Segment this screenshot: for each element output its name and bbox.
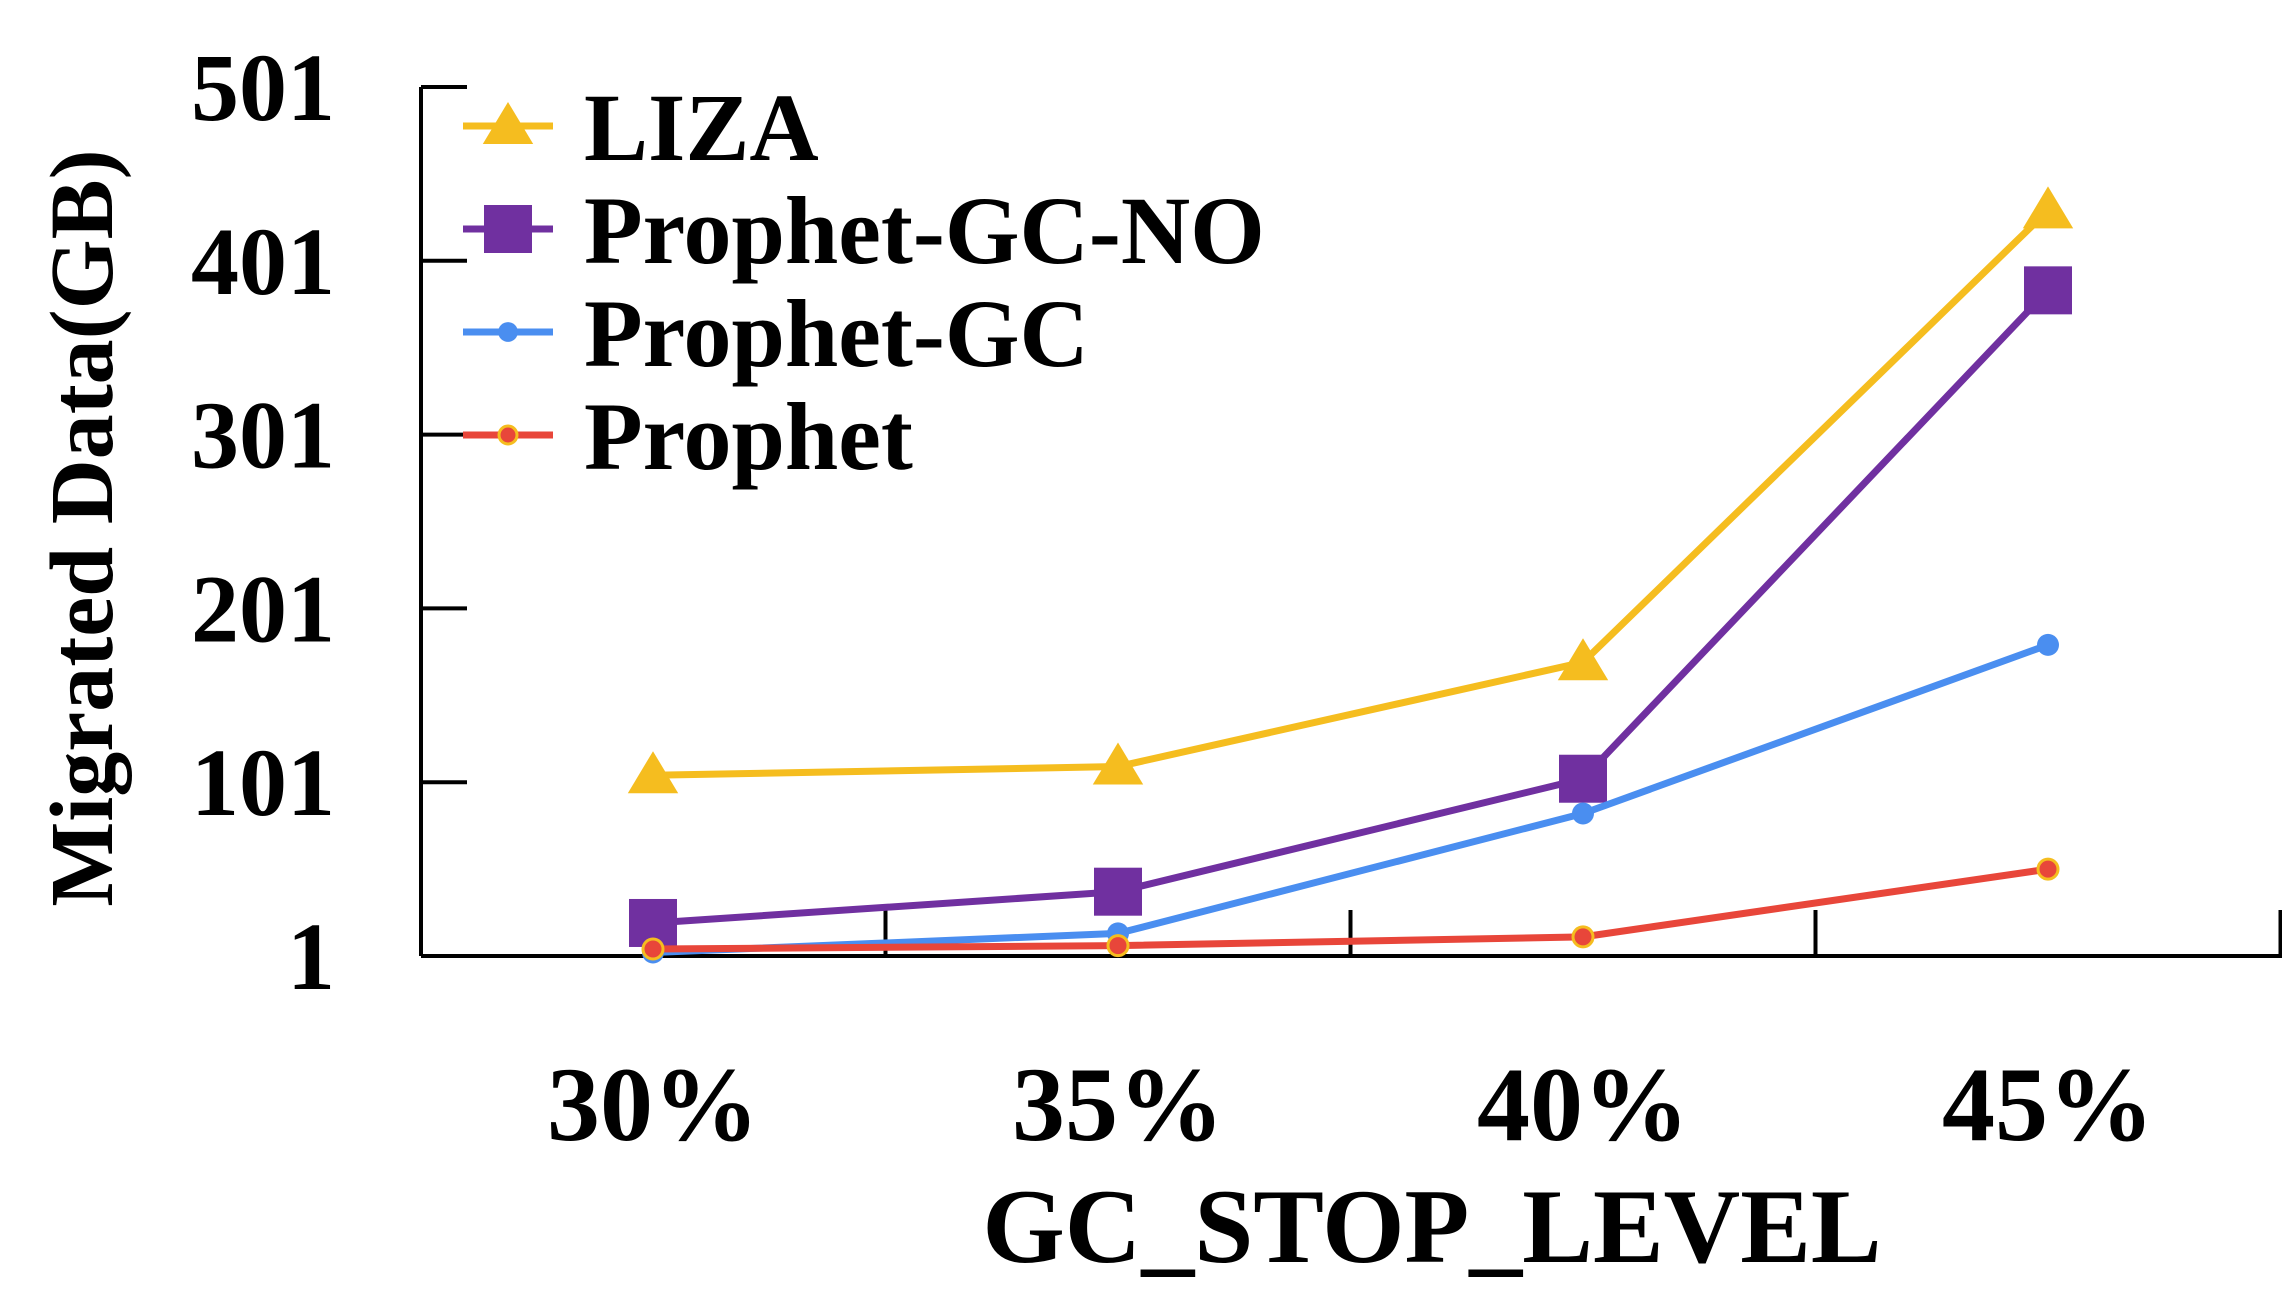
x-tick-label: 30% <box>547 1046 759 1163</box>
series-prophet <box>641 857 2060 961</box>
triangle-marker <box>1092 742 1144 785</box>
legend-item: Prophet-GC-NO <box>463 177 1265 284</box>
series-line <box>652 641 2050 957</box>
square-marker <box>484 205 532 253</box>
circle-marker <box>498 322 518 342</box>
y-tick-label: 101 <box>191 729 335 836</box>
x-tick-label: 45% <box>1942 1046 2154 1163</box>
y-tick-label: 301 <box>191 382 335 489</box>
triangle-marker <box>482 102 534 144</box>
dot-marker <box>2036 857 2060 881</box>
dot-marker <box>641 937 665 961</box>
dot-marker <box>497 424 519 446</box>
legend-label: Prophet-GC-NO <box>584 177 1265 284</box>
legend-item: Prophet-GC <box>463 280 1089 387</box>
series-line <box>652 207 2051 779</box>
series-layer <box>627 186 2074 964</box>
series-line <box>652 865 2049 953</box>
y-tick-label: 1 <box>287 903 335 1010</box>
square-marker <box>1559 754 1607 803</box>
legend-label: Prophet <box>584 383 913 490</box>
dot-marker <box>1571 925 1595 949</box>
series-prophet-gc-no <box>629 266 2072 947</box>
legend-item: Prophet <box>463 383 913 490</box>
x-ticks: 30% 35% 40% 45% <box>547 910 2282 1163</box>
legend-label: LIZA <box>584 74 819 181</box>
series-liza <box>627 186 2074 794</box>
series-line <box>652 287 2051 927</box>
legend-item: LIZA <box>463 74 819 181</box>
x-axis-label: GC_STOP_LEVEL <box>982 1168 1881 1285</box>
square-marker <box>1094 867 1142 916</box>
y-ticks: 1 101 201 301 401 501 <box>191 34 467 1010</box>
y-tick-label: 401 <box>191 208 335 315</box>
triangle-marker <box>2022 186 2074 229</box>
dot-marker <box>1106 934 1130 958</box>
y-axis-label: Migrated Data(GB) <box>33 149 132 906</box>
triangle-marker <box>1557 638 1609 681</box>
circle-marker <box>1572 802 1594 825</box>
circle-marker <box>2037 633 2059 656</box>
x-tick-label: 40% <box>1477 1046 1689 1163</box>
y-tick-label: 501 <box>191 34 335 141</box>
x-tick-label: 35% <box>1012 1046 1224 1163</box>
triangle-marker <box>627 751 679 794</box>
legend-label: Prophet-GC <box>584 280 1089 387</box>
square-marker <box>2024 266 2072 315</box>
y-tick-label: 201 <box>191 555 335 662</box>
